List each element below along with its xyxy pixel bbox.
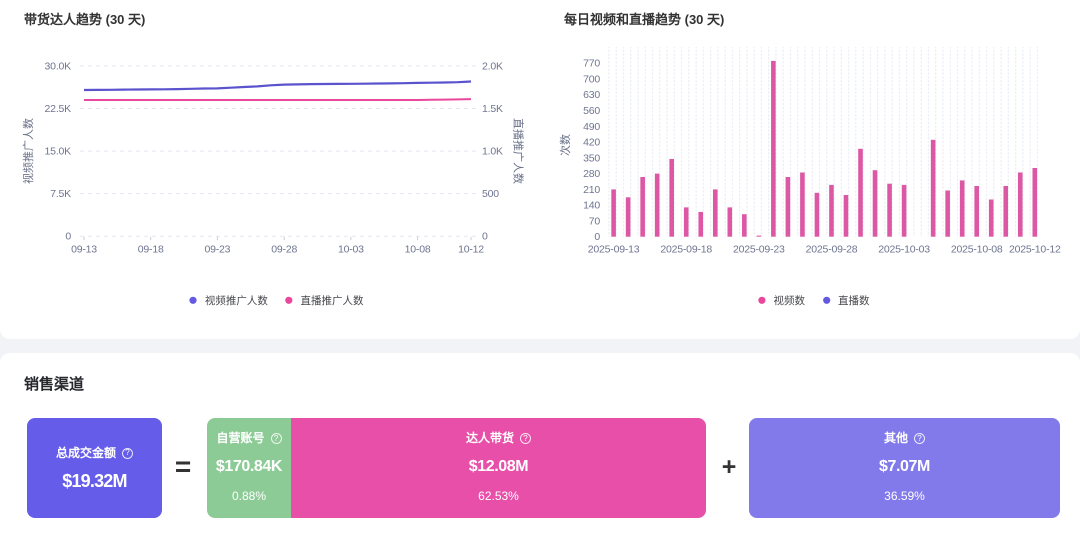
svg-text:0: 0 xyxy=(594,231,600,243)
svg-text:2025-10-12: 2025-10-12 xyxy=(1009,244,1061,256)
svg-text:次数: 次数 xyxy=(558,134,572,156)
svg-text:直播数: 直播数 xyxy=(838,294,870,307)
svg-text:10-03: 10-03 xyxy=(338,244,364,256)
svg-text:视频推广人数: 视频推广人数 xyxy=(205,294,268,307)
svg-text:500: 500 xyxy=(482,188,499,200)
svg-text:视频推广人数: 视频推广人数 xyxy=(21,118,35,184)
svg-text:700: 700 xyxy=(583,74,600,86)
svg-text:210: 210 xyxy=(583,184,600,196)
svg-text:280: 280 xyxy=(583,168,600,180)
svg-text:0: 0 xyxy=(65,231,71,243)
svg-text:1.0K: 1.0K xyxy=(482,146,503,158)
svg-text:420: 420 xyxy=(583,137,600,149)
svg-text:140: 140 xyxy=(583,200,600,212)
svg-text:30.0K: 30.0K xyxy=(45,60,72,72)
svg-text:770: 770 xyxy=(583,58,600,70)
svg-text:2.0K: 2.0K xyxy=(482,60,503,72)
svg-text:10-08: 10-08 xyxy=(405,244,431,256)
svg-text:15.0K: 15.0K xyxy=(45,146,72,158)
svg-text:70: 70 xyxy=(589,215,601,227)
svg-text:视频数: 视频数 xyxy=(774,294,806,307)
svg-text:2025-09-28: 2025-09-28 xyxy=(806,244,858,256)
svg-text:1.5K: 1.5K xyxy=(482,103,503,115)
svg-text:2025-09-18: 2025-09-18 xyxy=(660,244,712,256)
svg-text:2025-09-23: 2025-09-23 xyxy=(733,244,785,256)
svg-text:22.5K: 22.5K xyxy=(45,103,72,115)
svg-text:2025-10-03: 2025-10-03 xyxy=(878,244,930,256)
svg-text:7.5K: 7.5K xyxy=(50,188,71,200)
svg-text:630: 630 xyxy=(583,89,600,101)
svg-text:09-23: 09-23 xyxy=(204,244,230,256)
svg-text:09-18: 09-18 xyxy=(138,244,164,256)
svg-text:直播推广人数: 直播推广人数 xyxy=(301,294,364,307)
svg-text:560: 560 xyxy=(583,105,600,117)
svg-text:350: 350 xyxy=(583,152,600,164)
svg-text:0: 0 xyxy=(482,231,488,243)
svg-text:10-12: 10-12 xyxy=(458,244,484,256)
svg-text:直播推广人数: 直播推广人数 xyxy=(512,118,526,184)
svg-text:2025-09-13: 2025-09-13 xyxy=(588,244,640,256)
svg-text:2025-10-08: 2025-10-08 xyxy=(951,244,1003,256)
svg-text:490: 490 xyxy=(583,121,600,133)
svg-text:09-13: 09-13 xyxy=(71,244,97,256)
svg-text:09-28: 09-28 xyxy=(271,244,297,256)
